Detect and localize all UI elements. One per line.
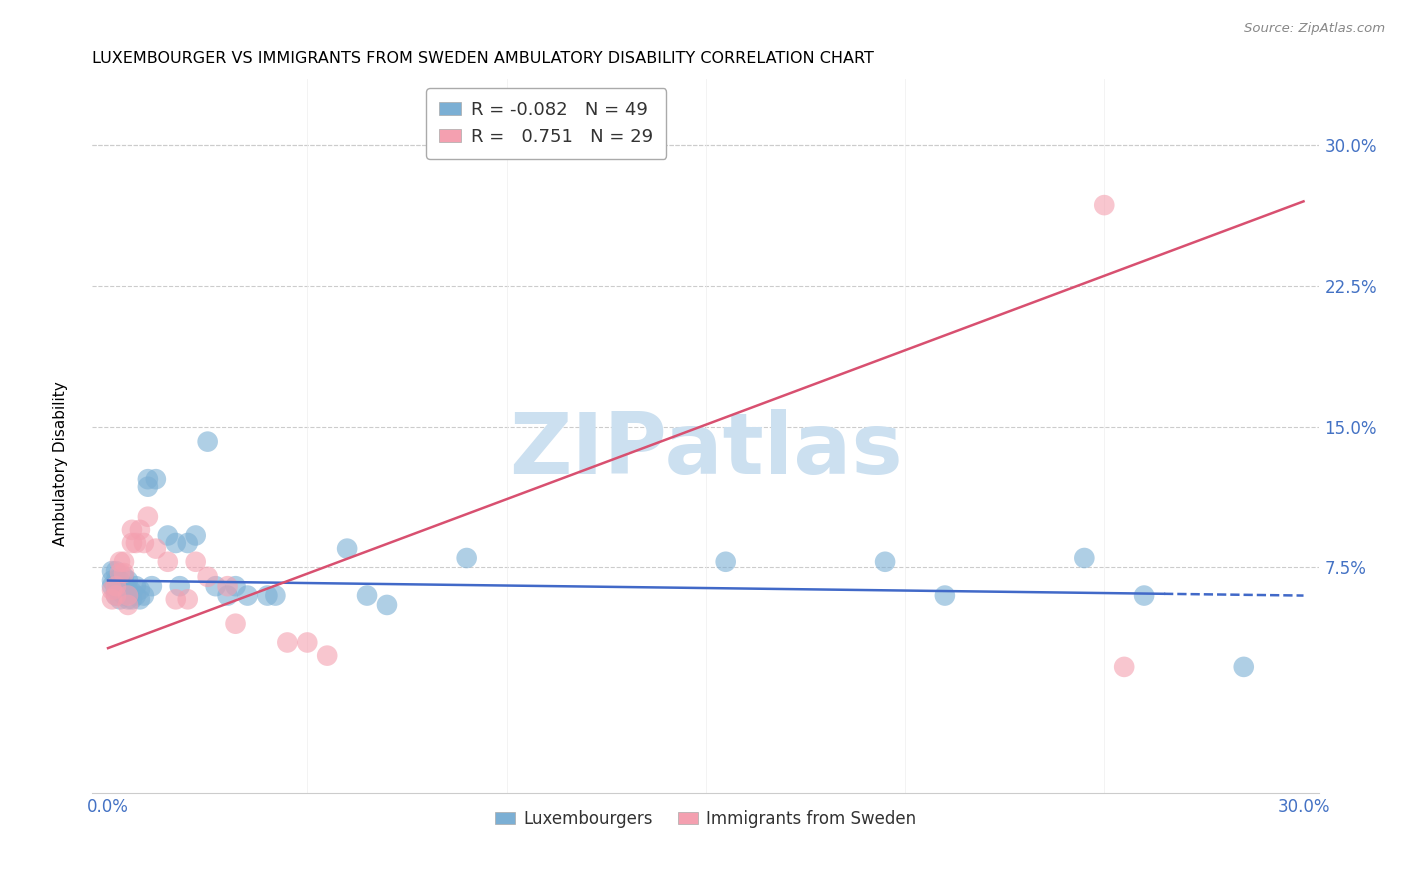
Point: [117, 598, 139, 612]
Point: [132, 536, 155, 550]
Point: [129, 582, 152, 597]
Point: [136, 480, 159, 494]
Point: [177, 592, 200, 607]
Text: Ambulatory Disability: Ambulatory Disability: [53, 382, 69, 546]
Point: [875, 555, 897, 569]
Point: [129, 592, 152, 607]
Point: [112, 566, 135, 580]
Point: [297, 635, 319, 649]
Point: [169, 579, 191, 593]
Point: [256, 589, 278, 603]
Point: [714, 555, 737, 569]
Point: [112, 579, 135, 593]
Point: [136, 472, 159, 486]
Text: Source: ZipAtlas.com: Source: ZipAtlas.com: [1244, 22, 1385, 36]
Point: [184, 555, 207, 569]
Point: [336, 541, 359, 556]
Point: [105, 579, 128, 593]
Point: [101, 574, 124, 588]
Point: [1073, 551, 1095, 566]
Point: [105, 574, 128, 588]
Point: [204, 579, 226, 593]
Point: [165, 592, 187, 607]
Point: [121, 592, 143, 607]
Point: [125, 589, 148, 603]
Point: [156, 528, 179, 542]
Point: [145, 472, 167, 486]
Point: [112, 555, 135, 569]
Point: [225, 616, 247, 631]
Point: [105, 564, 128, 578]
Point: [1233, 660, 1256, 674]
Point: [101, 592, 124, 607]
Point: [145, 541, 167, 556]
Point: [197, 570, 219, 584]
Point: [456, 551, 478, 566]
Point: [264, 589, 287, 603]
Point: [105, 582, 128, 597]
Point: [121, 523, 143, 537]
Point: [108, 555, 131, 569]
Point: [112, 570, 135, 584]
Point: [177, 536, 200, 550]
Point: [934, 589, 956, 603]
Point: [125, 579, 148, 593]
Point: [156, 555, 179, 569]
Point: [108, 592, 131, 607]
Point: [117, 574, 139, 588]
Point: [101, 579, 124, 593]
Point: [136, 509, 159, 524]
Point: [108, 584, 131, 599]
Point: [197, 434, 219, 449]
Point: [117, 582, 139, 597]
Point: [105, 589, 128, 603]
Point: [276, 635, 298, 649]
Point: [108, 574, 131, 588]
Point: [375, 598, 398, 612]
Point: [236, 589, 259, 603]
Point: [101, 564, 124, 578]
Legend: Luxembourgers, Immigrants from Sweden: Luxembourgers, Immigrants from Sweden: [488, 803, 924, 834]
Point: [184, 528, 207, 542]
Text: ZIPatlas: ZIPatlas: [509, 409, 903, 491]
Point: [225, 579, 247, 593]
Point: [117, 592, 139, 607]
Point: [101, 582, 124, 597]
Point: [129, 523, 152, 537]
Point: [1133, 589, 1156, 603]
Point: [105, 589, 128, 603]
Point: [108, 566, 131, 580]
Point: [132, 589, 155, 603]
Point: [316, 648, 339, 663]
Point: [112, 589, 135, 603]
Point: [121, 536, 143, 550]
Point: [121, 584, 143, 599]
Point: [356, 589, 378, 603]
Point: [217, 579, 239, 593]
Point: [1092, 198, 1115, 212]
Point: [165, 536, 187, 550]
Point: [141, 579, 163, 593]
Point: [1114, 660, 1136, 674]
Point: [217, 589, 239, 603]
Point: [117, 589, 139, 603]
Point: [125, 536, 148, 550]
Text: LUXEMBOURGER VS IMMIGRANTS FROM SWEDEN AMBULATORY DISABILITY CORRELATION CHART: LUXEMBOURGER VS IMMIGRANTS FROM SWEDEN A…: [91, 51, 875, 66]
